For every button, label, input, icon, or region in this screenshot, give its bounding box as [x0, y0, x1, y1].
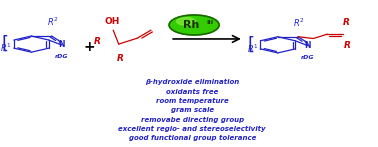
Text: N: N [58, 40, 65, 49]
Text: β-hydroxide elimination: β-hydroxide elimination [145, 79, 239, 86]
Text: rDG: rDG [55, 55, 68, 60]
Text: III: III [206, 20, 213, 25]
Circle shape [169, 15, 219, 35]
Text: rDG: rDG [301, 55, 314, 60]
Text: $R^2$: $R^2$ [293, 16, 305, 29]
Circle shape [177, 17, 195, 25]
Text: room temperature: room temperature [156, 98, 229, 104]
Text: $R^1$: $R^1$ [247, 43, 259, 55]
Text: [: [ [248, 36, 255, 54]
Text: excellent regio- and stereoselectivity: excellent regio- and stereoselectivity [118, 126, 266, 132]
Text: OH: OH [105, 17, 120, 26]
Text: R: R [94, 37, 101, 46]
Text: removabe directing group: removabe directing group [141, 116, 244, 123]
Text: $R^1$: $R^1$ [0, 42, 12, 54]
Text: +: + [84, 40, 95, 54]
Text: good functional group tolerance: good functional group tolerance [129, 135, 256, 141]
Text: N: N [305, 41, 311, 50]
Text: R: R [344, 41, 351, 50]
Text: R: R [117, 54, 124, 63]
Text: gram scale: gram scale [171, 107, 214, 113]
Text: [: [ [1, 35, 8, 53]
Text: R: R [342, 19, 349, 27]
Text: oxidants free: oxidants free [166, 89, 218, 95]
Text: $R^2$: $R^2$ [47, 16, 59, 28]
Text: Rh: Rh [183, 20, 199, 30]
